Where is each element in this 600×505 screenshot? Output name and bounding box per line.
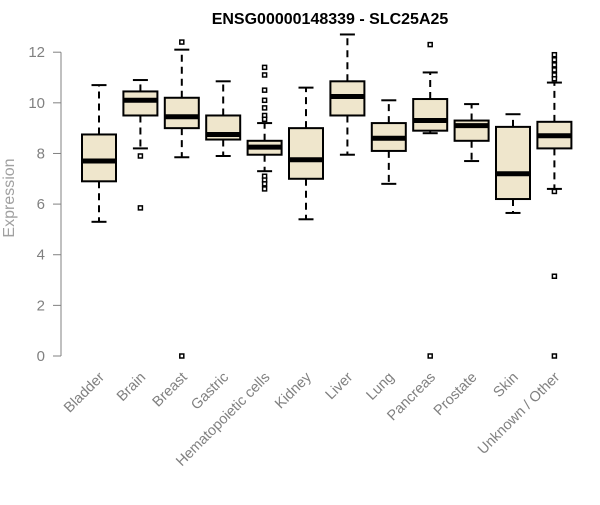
x-category-label: Lung <box>363 370 397 404</box>
box-group-unknown-other <box>536 51 573 359</box>
box-iqr <box>122 90 159 117</box>
x-category-label: Bladder <box>61 369 108 416</box>
box-iqr <box>495 125 531 201</box>
y-tick-label: 2 <box>37 297 45 314</box>
outlier-point <box>427 353 433 359</box>
x-category-label: Prostate <box>431 370 480 419</box>
box-iqr <box>163 96 200 130</box>
outlier-point <box>261 97 268 104</box>
box-group-breast <box>163 39 200 359</box>
outlier-point <box>551 51 558 58</box>
y-tick-label: 0 <box>37 348 45 365</box>
box-group-hematopoietic-cells <box>246 64 283 192</box>
chart-title: ENSG00000148339 - SLC25A25 <box>212 11 449 28</box>
outlier-point <box>551 188 558 195</box>
y-tick-label: 4 <box>37 247 45 264</box>
outlier-point <box>551 67 558 73</box>
outlier-point <box>261 105 268 111</box>
box-group-brain <box>122 79 159 211</box>
outlier-point <box>261 87 268 93</box>
box-group-skin <box>495 113 531 214</box>
outlier-point <box>261 181 268 187</box>
x-category-label: Liver <box>323 369 357 403</box>
box-group-liver <box>329 33 366 156</box>
x-category-label: Breast <box>150 370 191 411</box>
box-group-gastric <box>205 80 242 157</box>
y-tick-label: 12 <box>28 44 45 61</box>
outlier-point <box>261 116 268 123</box>
outlier-point <box>179 39 185 45</box>
outlier-point <box>551 62 558 68</box>
outlier-point <box>179 353 185 359</box>
y-tick-label: 6 <box>37 196 45 213</box>
x-category-label: Skin <box>491 370 522 401</box>
y-tick-label: 10 <box>28 95 45 112</box>
outlier-point <box>551 273 558 279</box>
outlier-point <box>261 186 268 192</box>
outlier-point <box>137 205 144 211</box>
outlier-point <box>551 353 558 359</box>
y-tick-label: 8 <box>37 145 45 162</box>
box-group-bladder <box>81 84 117 223</box>
y-axis-title: Expression <box>1 158 18 237</box>
box-group-pancreas <box>412 41 449 359</box>
box-iqr <box>412 98 449 132</box>
outlier-point <box>261 64 268 71</box>
outlier-point <box>427 41 433 48</box>
outlier-point <box>137 153 144 159</box>
box-group-lung <box>370 99 407 185</box>
outlier-point <box>551 57 558 63</box>
outlier-point <box>551 76 558 82</box>
box-group-kidney <box>288 86 324 221</box>
box-iqr <box>288 127 324 180</box>
outlier-point <box>261 72 268 78</box>
x-category-label: Kidney <box>272 369 315 412</box>
box-group-prostate <box>453 103 490 163</box>
box-iqr <box>81 133 117 183</box>
x-category-label: Brain <box>114 370 149 405</box>
